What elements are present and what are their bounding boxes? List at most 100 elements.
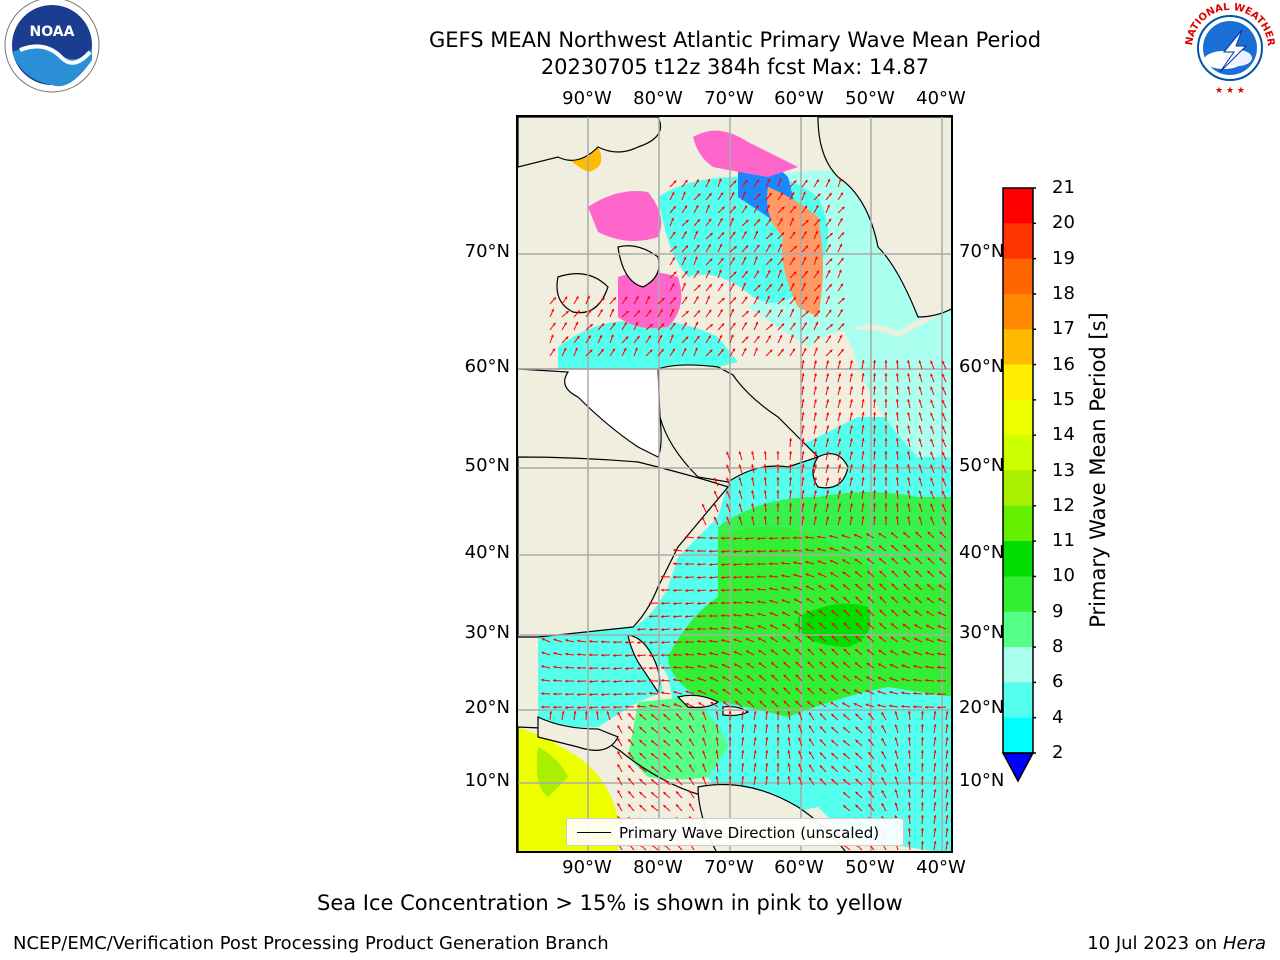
direction-arrow [867, 751, 875, 760]
direction-arrow [889, 704, 899, 708]
direction-arrow [837, 334, 843, 344]
direction-arrow [741, 737, 745, 747]
direction-arrow [801, 516, 805, 526]
lat-tick-right: 70°N [959, 241, 1005, 262]
direction-arrow [777, 323, 785, 331]
direction-arrow [561, 322, 568, 331]
direction-arrow [776, 749, 780, 760]
direction-arrow [573, 309, 581, 318]
direction-arrow [792, 536, 803, 540]
direction-arrow [813, 412, 817, 422]
direction-arrow [918, 425, 923, 435]
direction-arrow [819, 752, 827, 760]
direction-arrow [813, 503, 817, 513]
direction-arrow [702, 776, 707, 786]
direction-arrow [669, 308, 675, 318]
direction-arrow [753, 347, 758, 357]
direction-arrow [732, 550, 743, 554]
direction-arrow [746, 675, 755, 682]
direction-arrow [801, 464, 805, 474]
direction-arrow [884, 411, 888, 422]
direction-arrow [648, 628, 659, 632]
direction-arrow [930, 490, 935, 500]
direction-arrow [873, 372, 877, 383]
direction-arrow [895, 451, 899, 461]
direction-arrow [941, 464, 947, 474]
direction-arrow [889, 677, 899, 682]
direction-arrow [757, 600, 767, 604]
direction-arrow [801, 270, 809, 279]
direction-arrow [924, 692, 935, 696]
lon-tick-top: 40°W [916, 88, 966, 109]
direction-arrow [895, 438, 899, 448]
direction-arrow [819, 661, 827, 669]
direction-arrow [829, 559, 839, 565]
direction-arrow [728, 749, 732, 760]
direction-arrow [684, 614, 695, 618]
direction-arrow [696, 589, 707, 593]
direction-arrow [825, 386, 830, 396]
direction-arrow [798, 711, 803, 721]
direction-arrow [600, 653, 611, 657]
direction-arrow [648, 666, 659, 670]
direction-arrow [861, 360, 865, 370]
direction-arrow [662, 765, 671, 773]
direction-arrow [756, 575, 767, 579]
direction-arrow [696, 614, 707, 618]
direction-arrow [600, 705, 611, 709]
direction-arrow [806, 622, 815, 630]
direction-arrow [941, 503, 947, 513]
direction-arrow [685, 535, 695, 539]
direction-arrow [813, 360, 817, 370]
direction-arrow [709, 536, 718, 540]
direction-arrow [937, 625, 947, 630]
direction-arrow [552, 705, 563, 709]
direction-arrow [738, 464, 743, 474]
direction-arrow [705, 295, 710, 305]
direction-arrow [684, 602, 695, 606]
direction-arrow [819, 648, 827, 656]
direction-arrow [918, 464, 923, 474]
direction-arrow [705, 349, 713, 357]
colorbar-cell [1003, 541, 1033, 577]
direction-arrow [805, 560, 815, 565]
direction-arrow [696, 627, 707, 631]
direction-arrow [633, 347, 638, 357]
direction-arrow [914, 596, 923, 604]
direction-arrow [650, 713, 659, 721]
direction-arrow [801, 322, 808, 331]
direction-arrow [669, 322, 676, 331]
direction-arrow [861, 438, 865, 448]
colorbar-tick-label: 12 [1052, 494, 1075, 516]
direction-arrow [930, 360, 935, 370]
direction-arrow [801, 310, 810, 318]
colorbar-tick-label: 16 [1052, 353, 1075, 375]
direction-arrow [617, 724, 623, 734]
direction-arrow [837, 217, 843, 227]
direction-arrow [901, 677, 911, 682]
colorbar-cell [1003, 223, 1033, 260]
direction-arrow [660, 615, 671, 619]
direction-arrow [914, 610, 923, 617]
direction-arrow [753, 724, 757, 734]
direction-arrow [830, 596, 839, 604]
direction-arrow [907, 749, 911, 760]
direction-arrow [907, 775, 911, 786]
direction-arrow [818, 701, 827, 708]
direction-arrow [807, 648, 815, 656]
direction-arrow [636, 679, 647, 683]
direction-arrow [817, 572, 827, 578]
direction-arrow [807, 661, 815, 669]
direction-arrow [662, 739, 671, 747]
direction-arrow [741, 245, 749, 253]
direction-arrow [830, 674, 839, 682]
direction-arrow [873, 398, 877, 409]
direction-arrow [757, 587, 767, 591]
direction-arrow [633, 321, 639, 331]
direction-arrow [925, 665, 935, 669]
direction-arrow [825, 283, 833, 292]
direction-arrow [842, 713, 851, 721]
direction-arrow [627, 712, 635, 721]
direction-arrow [777, 178, 782, 188]
direction-arrow [588, 666, 599, 670]
